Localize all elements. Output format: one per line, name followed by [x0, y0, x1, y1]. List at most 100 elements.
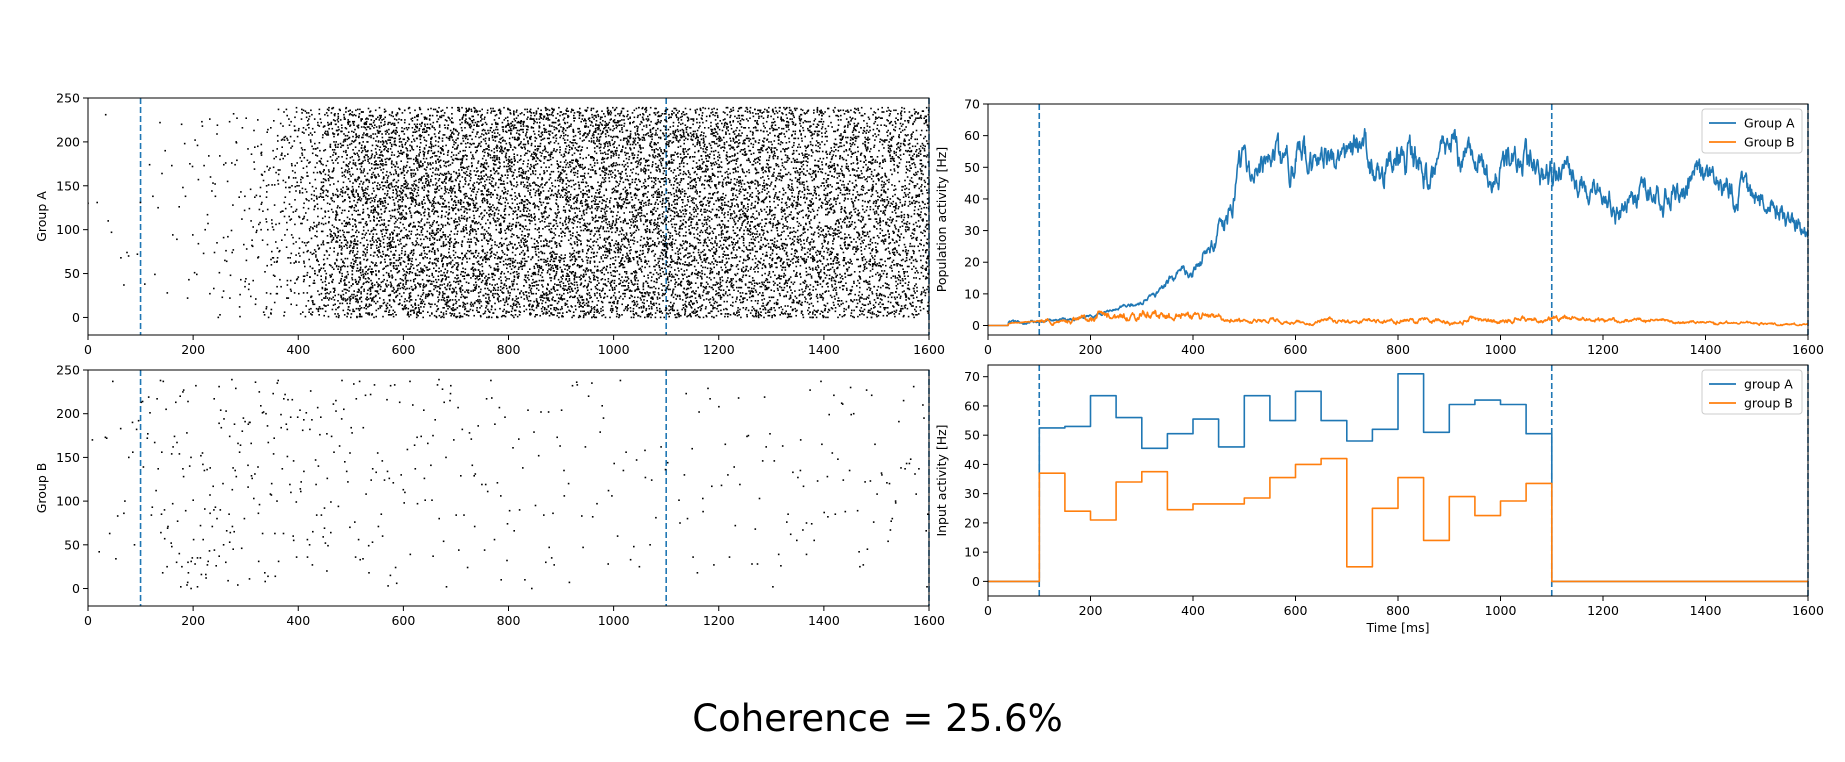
spike-dot: [370, 244, 372, 247]
spike-dot: [416, 311, 419, 313]
spike-dot: [351, 293, 353, 296]
spike-dot: [513, 146, 516, 148]
spike-dot: [476, 239, 478, 241]
spike-dot: [366, 292, 369, 295]
spike-dot: [351, 228, 354, 231]
spike-dot: [495, 163, 497, 166]
spike-dot: [279, 278, 281, 281]
spike-dot: [436, 221, 438, 223]
spike-dot: [503, 242, 505, 245]
spike-dot: [399, 238, 402, 241]
spike-dot: [327, 190, 329, 192]
spike-dot: [340, 188, 342, 191]
spike-dot: [422, 246, 425, 248]
spike-dot: [398, 292, 401, 295]
spike-dot: [443, 180, 446, 183]
spike-dot: [458, 312, 461, 314]
spike-dot: [495, 128, 497, 131]
spike-dot: [389, 233, 391, 235]
spike-dot: [343, 245, 345, 248]
spike-dot: [481, 263, 483, 265]
spike-dot: [389, 187, 391, 190]
spike-dot: [437, 111, 440, 113]
spike-dot: [482, 233, 484, 235]
spike-dot: [383, 185, 386, 187]
spike-dot: [439, 292, 441, 294]
spike-dot: [320, 121, 322, 124]
spike-dot: [490, 250, 493, 253]
spike-dot: [513, 275, 516, 277]
spike-dot: [313, 252, 315, 255]
spike-dot: [341, 298, 343, 300]
spike-dot: [437, 201, 439, 204]
spike-dot: [389, 294, 391, 297]
spike-dot: [390, 217, 392, 220]
spike-dot: [404, 253, 407, 255]
spike-dot: [393, 154, 396, 156]
spike-dot: [518, 192, 520, 195]
spike-dot: [483, 149, 486, 151]
spike-dot: [426, 130, 428, 133]
spike-dot: [319, 118, 322, 120]
spike-dot: [391, 240, 393, 242]
spike-dot: [391, 277, 393, 279]
spike-dot: [414, 274, 417, 277]
spike-dot: [332, 169, 335, 171]
spike-dot: [425, 131, 427, 133]
spike-dot: [429, 257, 431, 260]
spike-dot: [509, 263, 512, 265]
spike-dot: [450, 217, 453, 220]
spike-dot: [494, 136, 496, 139]
spike-dot: [489, 300, 491, 302]
spike-dot: [476, 277, 478, 279]
spike-dot: [377, 307, 380, 310]
spike-dot: [453, 246, 456, 248]
spike-dot: [381, 133, 383, 135]
spike-dot: [360, 170, 363, 172]
spike-dot: [428, 290, 431, 292]
spike-dot: [444, 189, 446, 191]
spike-dot: [466, 302, 469, 305]
spike-dot: [482, 166, 485, 169]
spike-dot: [461, 162, 463, 164]
spike-dot: [494, 170, 497, 173]
spike-dot: [422, 271, 424, 274]
spike-dot: [420, 231, 423, 234]
spike-dot: [393, 292, 396, 294]
spike-dot: [387, 175, 390, 177]
spike-dot: [347, 188, 350, 191]
spike-dot: [437, 224, 440, 227]
spike-dot: [332, 192, 334, 195]
spike-dot: [322, 178, 325, 180]
spike-dot: [265, 221, 268, 223]
spike-dot: [313, 199, 315, 202]
spike-dot: [434, 173, 437, 176]
spike-dot: [423, 175, 425, 177]
spike-dot: [462, 301, 464, 304]
spike-dot: [371, 268, 373, 270]
spike-dot: [411, 306, 414, 308]
spike-dot: [398, 206, 400, 208]
spike-dot: [408, 259, 411, 262]
spike-dot: [398, 194, 401, 197]
spike-dot: [370, 136, 372, 139]
spike-dot: [342, 299, 344, 301]
spike-dot: [272, 166, 275, 169]
spike-dot: [422, 316, 424, 319]
spike-dot: [434, 196, 436, 198]
spike-dot: [316, 198, 318, 200]
spike-dot: [417, 189, 420, 191]
spike-dot: [487, 219, 489, 221]
spike-dot: [360, 296, 363, 299]
spike-dot: [450, 187, 452, 190]
spike-dot: [486, 316, 488, 319]
spike-dot: [375, 163, 378, 165]
spike-dot: [363, 170, 365, 172]
spike-dot: [348, 252, 351, 255]
spike-dot: [191, 165, 194, 168]
spike-dot: [184, 195, 187, 198]
spike-dot: [362, 211, 365, 213]
spike-dot: [423, 199, 425, 201]
spike-dot: [496, 128, 499, 131]
spike-dot: [497, 123, 499, 126]
